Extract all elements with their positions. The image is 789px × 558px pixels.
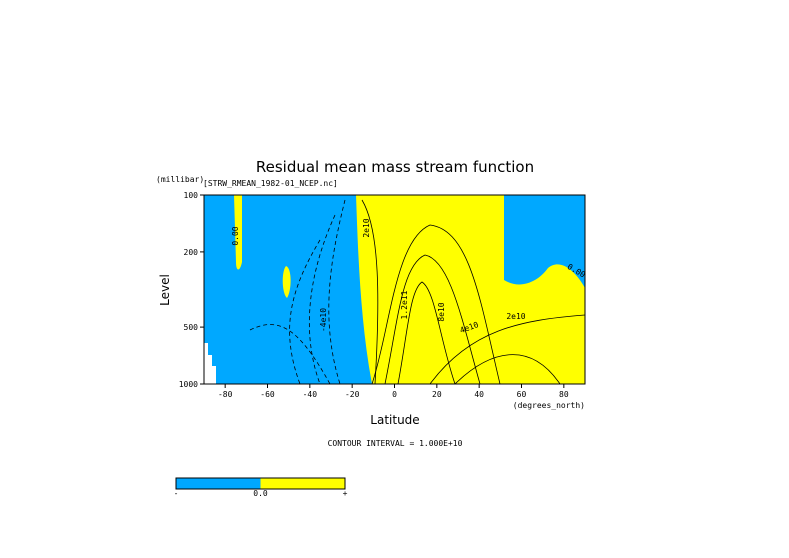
missing-region	[204, 343, 216, 384]
x-tick-label: 80	[559, 390, 569, 399]
x-axis-label: Latitude	[370, 413, 419, 427]
x-tick-label: 60	[517, 390, 527, 399]
contour-line	[249, 324, 331, 385]
x-tick-label: -40	[303, 390, 318, 399]
contour-line	[308, 214, 336, 385]
contour-line	[371, 224, 501, 385]
contour-line	[384, 254, 481, 385]
contour-label: 1.2e11	[400, 290, 409, 319]
colorbar-frame	[175, 477, 346, 490]
contour-label: 8e10	[437, 302, 446, 321]
contour-label: -4e10	[319, 308, 328, 332]
chart-title: Residual mean mass stream function	[256, 158, 534, 176]
x-unit: (degrees_north)	[513, 401, 585, 410]
contour-line	[397, 281, 456, 385]
colorbar-swatch	[176, 478, 261, 489]
y-tick-label: 500	[184, 323, 199, 332]
contour-interval: CONTOUR INTERVAL = 1.000E+10	[328, 439, 463, 448]
x-tick-label: 40	[474, 390, 484, 399]
contour-label: 2e10	[506, 312, 525, 321]
y-tick-label: 1000	[179, 380, 198, 389]
colorbar-swatch	[260, 478, 345, 489]
positive-region	[234, 195, 242, 270]
x-tick-label: -60	[260, 390, 275, 399]
colorbar: - 0.0 +	[174, 477, 348, 498]
colorbar-label: -	[174, 489, 179, 498]
negative-region	[504, 195, 585, 288]
colorbar-label: +	[343, 489, 348, 498]
y-unit: (millibar)	[156, 175, 204, 184]
contour-label: 0.00	[231, 226, 240, 245]
contour-line	[328, 199, 346, 385]
y-tick-label: 100	[184, 191, 199, 200]
contour-line	[429, 314, 586, 385]
y-tick-label: 200	[184, 248, 199, 257]
x-tick-label: 20	[432, 390, 442, 399]
y-axis-label: Level	[158, 274, 172, 306]
chart-subtitle: [STRW_RMEAN_1982-01_NCEP.nc]	[203, 179, 338, 188]
contour-lines	[249, 199, 586, 385]
contour-label: 2e10	[362, 218, 371, 237]
colorbar-label: 0.0	[253, 489, 268, 498]
x-tick-label: -80	[218, 390, 233, 399]
plot-fill	[204, 195, 585, 384]
x-tick-label: -20	[345, 390, 360, 399]
x-tick-label: 0	[392, 390, 397, 399]
contour-line	[454, 354, 561, 385]
contour-line	[361, 199, 379, 385]
positive-region	[282, 266, 291, 298]
